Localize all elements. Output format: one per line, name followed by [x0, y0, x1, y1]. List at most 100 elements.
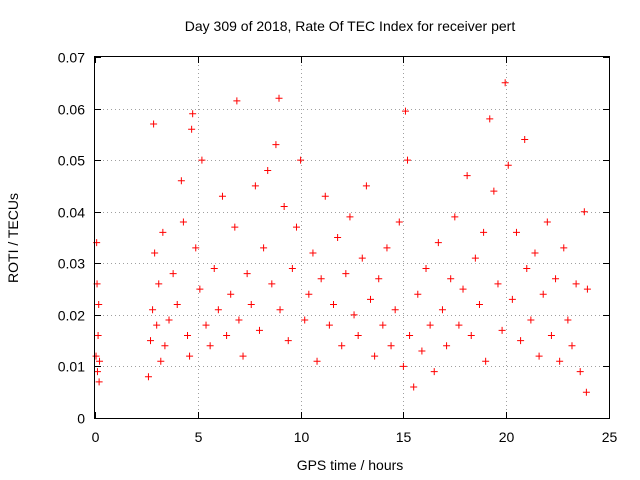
- data-point: [346, 213, 354, 221]
- data-point: [358, 254, 366, 262]
- y-tick-label: 0.01: [58, 359, 85, 375]
- data-point: [223, 331, 231, 339]
- data-point: [95, 301, 103, 309]
- data-point: [233, 97, 241, 105]
- data-point: [463, 172, 471, 180]
- data-point: [482, 357, 490, 365]
- data-point: [313, 357, 321, 365]
- data-point: [531, 249, 539, 257]
- y-axis-label: ROTI / TECUs: [5, 193, 21, 283]
- data-point: [227, 290, 235, 298]
- data-point: [501, 79, 509, 87]
- data-point: [564, 316, 572, 324]
- data-point: [362, 182, 370, 190]
- data-point: [583, 285, 591, 293]
- x-tick-label: 5: [195, 429, 203, 445]
- y-tick-label: 0.07: [58, 50, 85, 66]
- data-point: [395, 218, 403, 226]
- data-point: [235, 316, 243, 324]
- data-point: [354, 331, 362, 339]
- data-point: [297, 156, 305, 164]
- data-point: [490, 187, 498, 195]
- data-point: [276, 306, 284, 314]
- data-point: [192, 244, 200, 252]
- data-point: [179, 218, 187, 226]
- data-point: [153, 321, 161, 329]
- data-point: [535, 352, 543, 360]
- data-point: [96, 357, 104, 365]
- data-point: [280, 203, 288, 211]
- data-point: [387, 342, 395, 350]
- data-point: [321, 192, 329, 200]
- data-point: [350, 311, 358, 319]
- data-point: [338, 342, 346, 350]
- data-point: [527, 316, 535, 324]
- data-point: [231, 223, 239, 231]
- data-point: [494, 280, 502, 288]
- data-point: [95, 378, 103, 386]
- data-point: [342, 270, 350, 278]
- data-point: [451, 213, 459, 221]
- data-point: [486, 115, 494, 123]
- data-point: [422, 264, 430, 272]
- data-point: [404, 156, 412, 164]
- data-point: [406, 331, 414, 339]
- data-point: [251, 182, 259, 190]
- data-point: [475, 301, 483, 309]
- data-point: [144, 373, 152, 381]
- data-point: [150, 120, 158, 128]
- x-axis-ticks: 0 5 10 15 20 25: [92, 57, 618, 445]
- data-point: [210, 264, 218, 272]
- data-point: [214, 306, 222, 314]
- data-point: [92, 352, 100, 360]
- data-point: [414, 290, 422, 298]
- data-point: [284, 337, 292, 345]
- data-point: [151, 249, 159, 257]
- data-point: [173, 301, 181, 309]
- x-tick-label: 25: [602, 429, 618, 445]
- data-point: [264, 166, 272, 174]
- data-point: [410, 383, 418, 391]
- data-points: [92, 79, 591, 396]
- data-point: [301, 316, 309, 324]
- data-point: [329, 301, 337, 309]
- y-tick-label: 0.05: [58, 153, 85, 169]
- data-point: [438, 306, 446, 314]
- y-tick-label: 0.02: [58, 308, 85, 324]
- x-tick-label: 10: [294, 429, 310, 445]
- data-point: [268, 280, 276, 288]
- data-point: [184, 331, 192, 339]
- data-point: [272, 141, 280, 149]
- x-tick-label: 0: [92, 429, 100, 445]
- data-point: [188, 125, 196, 133]
- data-point: [572, 280, 580, 288]
- data-point: [418, 347, 426, 355]
- data-point: [556, 357, 564, 365]
- data-point: [288, 264, 296, 272]
- data-point: [371, 352, 379, 360]
- data-point: [517, 337, 525, 345]
- data-point: [480, 228, 488, 236]
- data-point: [147, 337, 155, 345]
- data-point: [198, 156, 206, 164]
- data-point: [459, 285, 467, 293]
- data-point: [467, 331, 475, 339]
- data-point: [447, 275, 455, 283]
- data-point: [206, 342, 214, 350]
- data-point: [582, 388, 590, 396]
- data-point: [239, 352, 247, 360]
- data-point: [155, 280, 163, 288]
- data-point: [552, 275, 560, 283]
- data-point: [547, 331, 555, 339]
- data-point: [189, 110, 197, 118]
- data-point: [317, 275, 325, 283]
- data-point: [243, 270, 251, 278]
- data-point: [543, 218, 551, 226]
- data-point: [383, 244, 391, 252]
- data-point: [521, 136, 529, 144]
- data-point: [508, 295, 516, 303]
- data-point: [247, 301, 255, 309]
- data-point: [94, 331, 102, 339]
- data-point: [275, 94, 283, 102]
- grid: [95, 57, 609, 418]
